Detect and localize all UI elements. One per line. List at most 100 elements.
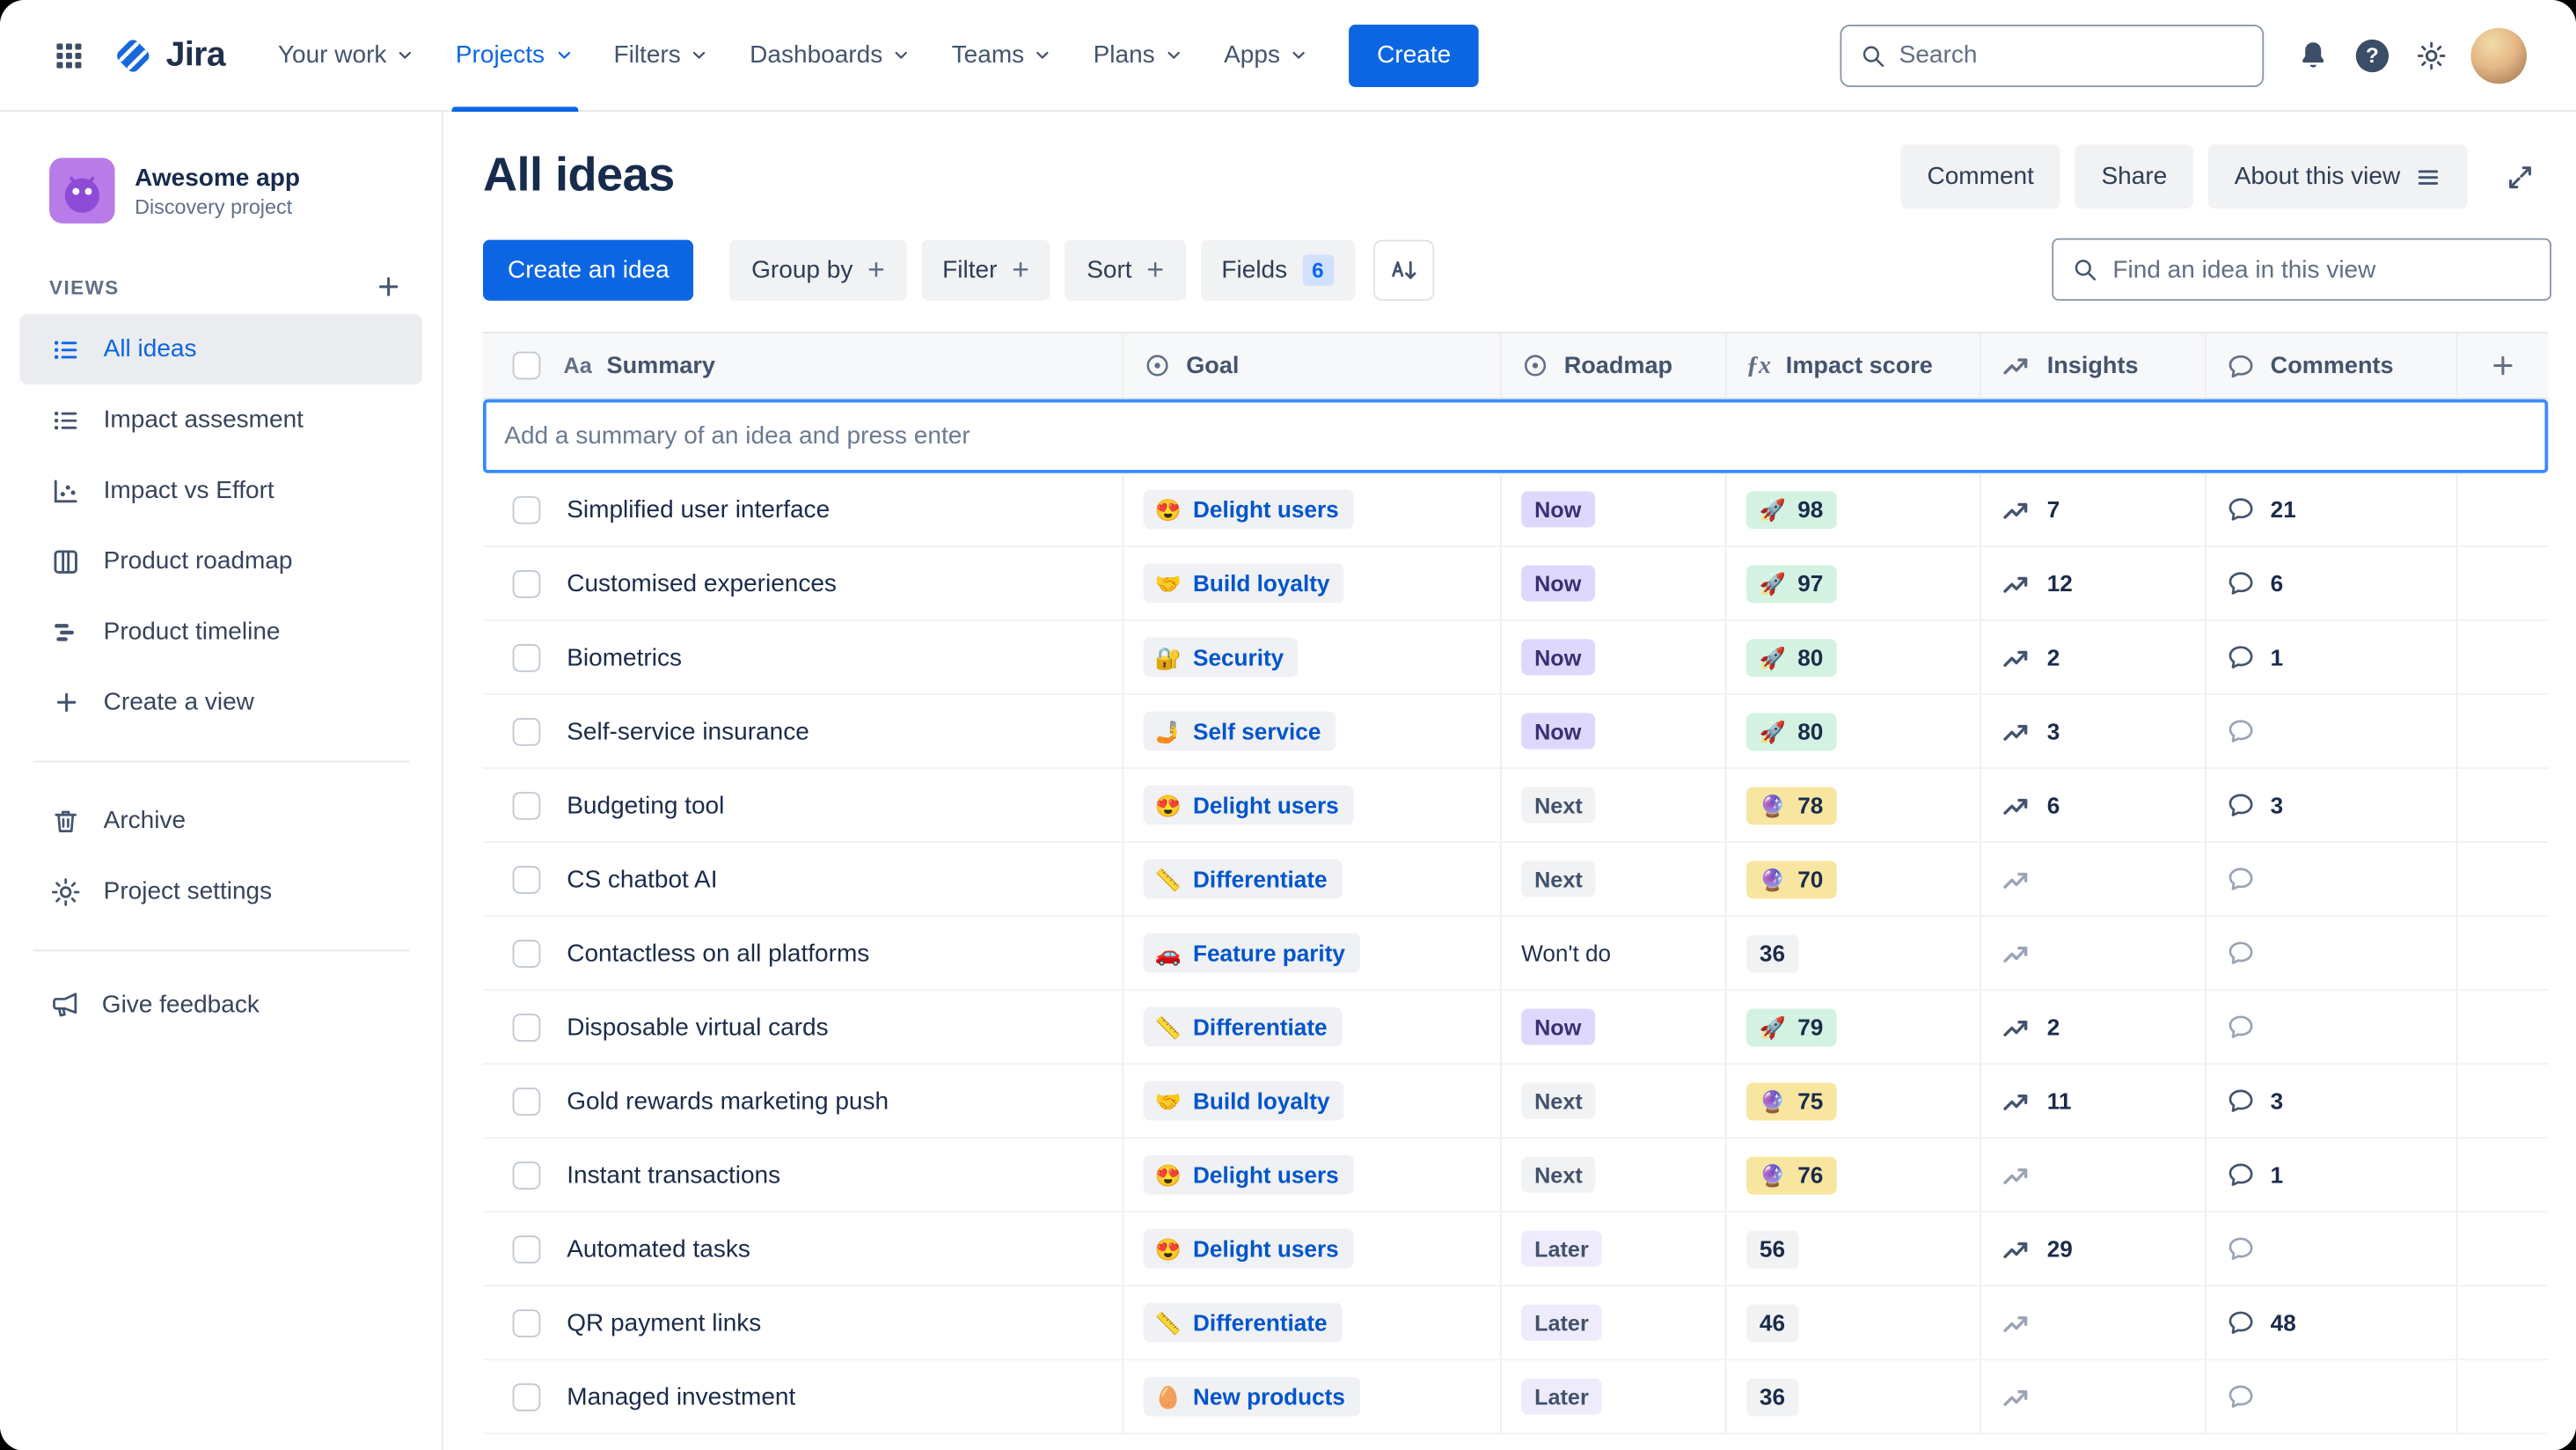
goal-chip[interactable]: 🤝 Build loyalty	[1143, 1080, 1345, 1121]
roadmap-badge[interactable]: Now	[1521, 565, 1595, 602]
goal-chip[interactable]: 🔐 Security	[1143, 637, 1299, 677]
goal-chip[interactable]: 🤝 Build loyalty	[1143, 563, 1345, 604]
insights-cell-value[interactable]: 6	[2001, 789, 2060, 820]
sidebar-item-archive[interactable]: Archive	[19, 786, 422, 856]
comments-cell-value[interactable]: 48	[2226, 1307, 2296, 1337]
impact-score-badge[interactable]: 🔮 70	[1745, 860, 1837, 898]
row-checkbox[interactable]	[512, 569, 541, 597]
nav-item-plans[interactable]: Plans	[1073, 0, 1204, 111]
impact-score-badge[interactable]: 46	[1745, 1303, 1798, 1342]
insights-cell-value[interactable]: 7	[2001, 494, 2060, 524]
idea-row[interactable]: Instant transactions 😍 Delight users Next…	[483, 1139, 2549, 1213]
goal-chip[interactable]: 📏 Differentiate	[1143, 1302, 1343, 1343]
comment-button[interactable]: Comment	[1900, 144, 2060, 209]
share-button[interactable]: Share	[2075, 144, 2194, 209]
idea-row[interactable]: QR payment links 📏 Differentiate Later 46…	[483, 1286, 2549, 1361]
impact-score-badge[interactable]: 🚀 98	[1745, 490, 1837, 529]
insights-cell-value[interactable]: 29	[2001, 1233, 2073, 1263]
sidebar-item-product-timeline[interactable]: Product timeline	[19, 597, 422, 667]
comments-cell-value[interactable]	[2226, 1012, 2256, 1042]
roadmap-badge[interactable]: Now	[1521, 491, 1595, 528]
goal-chip[interactable]: 😍 Delight users	[1143, 489, 1354, 530]
insights-cell-value[interactable]	[2001, 1307, 2031, 1337]
column-header-goal[interactable]: Goal	[1123, 333, 1502, 398]
create-button[interactable]: Create	[1349, 24, 1479, 87]
add-idea-input[interactable]	[486, 421, 2545, 450]
column-header-roadmap[interactable]: Roadmap	[1502, 333, 1727, 398]
filter-button[interactable]: Filter +	[920, 238, 1051, 300]
insights-cell-value[interactable]	[2001, 1381, 2031, 1412]
nav-item-apps[interactable]: Apps	[1204, 0, 1329, 111]
goal-chip[interactable]: 😍 Delight users	[1143, 1154, 1354, 1195]
idea-row[interactable]: Biometrics 🔐 Security Now 🚀 80 2 1	[483, 620, 2549, 695]
sort-alphabetical-button[interactable]	[1372, 238, 1434, 300]
global-search-box[interactable]	[1840, 24, 2265, 87]
sidebar-item-project-settings[interactable]: Project settings	[19, 856, 422, 926]
goal-chip[interactable]: 📏 Differentiate	[1143, 859, 1343, 899]
idea-row[interactable]: Automated tasks 😍 Delight users Later 56 …	[483, 1212, 2549, 1287]
roadmap-badge[interactable]: Next	[1521, 1156, 1596, 1193]
roadmap-value[interactable]: Won't do	[1521, 940, 1612, 967]
create-idea-button[interactable]: Create an idea	[483, 238, 694, 300]
roadmap-badge[interactable]: Later	[1521, 1304, 1602, 1341]
comments-cell-value[interactable]	[2226, 938, 2256, 968]
column-header-insights[interactable]: Insights	[1981, 333, 2206, 398]
global-search-input[interactable]	[1899, 40, 2244, 70]
roadmap-badge[interactable]: Next	[1521, 860, 1596, 897]
insights-cell-value[interactable]: 11	[2001, 1085, 2071, 1116]
insights-cell-value[interactable]: 2	[2001, 1011, 2060, 1042]
column-header-summary[interactable]: Aa Summary	[483, 333, 1124, 398]
nav-item-your-work[interactable]: Your work	[258, 0, 435, 111]
impact-score-badge[interactable]: 36	[1745, 1377, 1798, 1416]
idea-row[interactable]: Managed investment 🥚 New products Later 3…	[483, 1360, 2549, 1435]
impact-score-badge[interactable]: 🚀 80	[1745, 638, 1837, 677]
insights-cell-value[interactable]	[2001, 937, 2031, 968]
roadmap-badge[interactable]: Next	[1521, 1082, 1596, 1119]
sidebar-item-create-a-view[interactable]: Create a view	[19, 667, 422, 737]
impact-score-badge[interactable]: 🔮 75	[1745, 1081, 1837, 1120]
impact-score-badge[interactable]: 🚀 97	[1745, 564, 1837, 603]
add-idea-row[interactable]	[483, 399, 2549, 473]
insights-cell-value[interactable]: 12	[2001, 568, 2073, 598]
idea-row[interactable]: Budgeting tool 😍 Delight users Next 🔮 78 6…	[483, 768, 2549, 843]
fields-button[interactable]: Fields 6	[1200, 238, 1356, 300]
select-all-checkbox[interactable]	[512, 351, 541, 380]
nav-item-projects[interactable]: Projects	[435, 0, 594, 112]
nav-item-filters[interactable]: Filters	[594, 0, 730, 111]
impact-score-badge[interactable]: 56	[1745, 1229, 1798, 1268]
roadmap-badge[interactable]: Later	[1521, 1230, 1602, 1267]
sort-button[interactable]: Sort +	[1065, 238, 1186, 300]
about-view-button[interactable]: About this view	[2207, 144, 2468, 209]
find-idea-box[interactable]	[2052, 238, 2551, 301]
notifications-button[interactable]	[2284, 26, 2343, 84]
fullscreen-button[interactable]	[2489, 145, 2551, 208]
sidebar-item-impact-vs-effort[interactable]: Impact vs Effort	[19, 455, 422, 525]
roadmap-badge[interactable]: Now	[1521, 713, 1595, 750]
jira-logo[interactable]: Jira	[112, 33, 226, 77]
comments-cell-value[interactable]	[2226, 1234, 2256, 1263]
comments-cell-value[interactable]: 6	[2226, 568, 2283, 598]
goal-chip[interactable]: 😍 Delight users	[1143, 785, 1354, 825]
roadmap-badge[interactable]: Next	[1521, 787, 1596, 824]
roadmap-badge[interactable]: Later	[1521, 1378, 1602, 1415]
insights-cell-value[interactable]	[2001, 1159, 2031, 1190]
comments-cell-value[interactable]	[2226, 864, 2256, 894]
group-by-button[interactable]: Group by +	[729, 238, 907, 300]
row-checkbox[interactable]	[512, 1087, 541, 1115]
row-checkbox[interactable]	[512, 791, 541, 819]
nav-item-teams[interactable]: Teams	[932, 0, 1073, 111]
comments-cell-value[interactable]: 3	[2226, 1086, 2283, 1116]
comments-cell-value[interactable]	[2226, 716, 2256, 746]
idea-row[interactable]: Disposable virtual cards 📏 Differentiate …	[483, 991, 2549, 1066]
idea-row[interactable]: Self-service insurance 🤳 Self service Now…	[483, 694, 2549, 769]
insights-cell-value[interactable]: 3	[2001, 715, 2060, 746]
insights-cell-value[interactable]	[2001, 863, 2031, 894]
goal-chip[interactable]: 🥚 New products	[1143, 1376, 1360, 1417]
row-checkbox[interactable]	[512, 865, 541, 893]
give-feedback-button[interactable]: Give feedback	[19, 974, 422, 1035]
row-checkbox[interactable]	[512, 643, 541, 671]
sidebar-item-impact-assesment[interactable]: Impact assesment	[19, 384, 422, 455]
row-checkbox[interactable]	[512, 1308, 541, 1337]
impact-score-badge[interactable]: 🚀 80	[1745, 712, 1837, 751]
row-checkbox[interactable]	[512, 1382, 541, 1411]
